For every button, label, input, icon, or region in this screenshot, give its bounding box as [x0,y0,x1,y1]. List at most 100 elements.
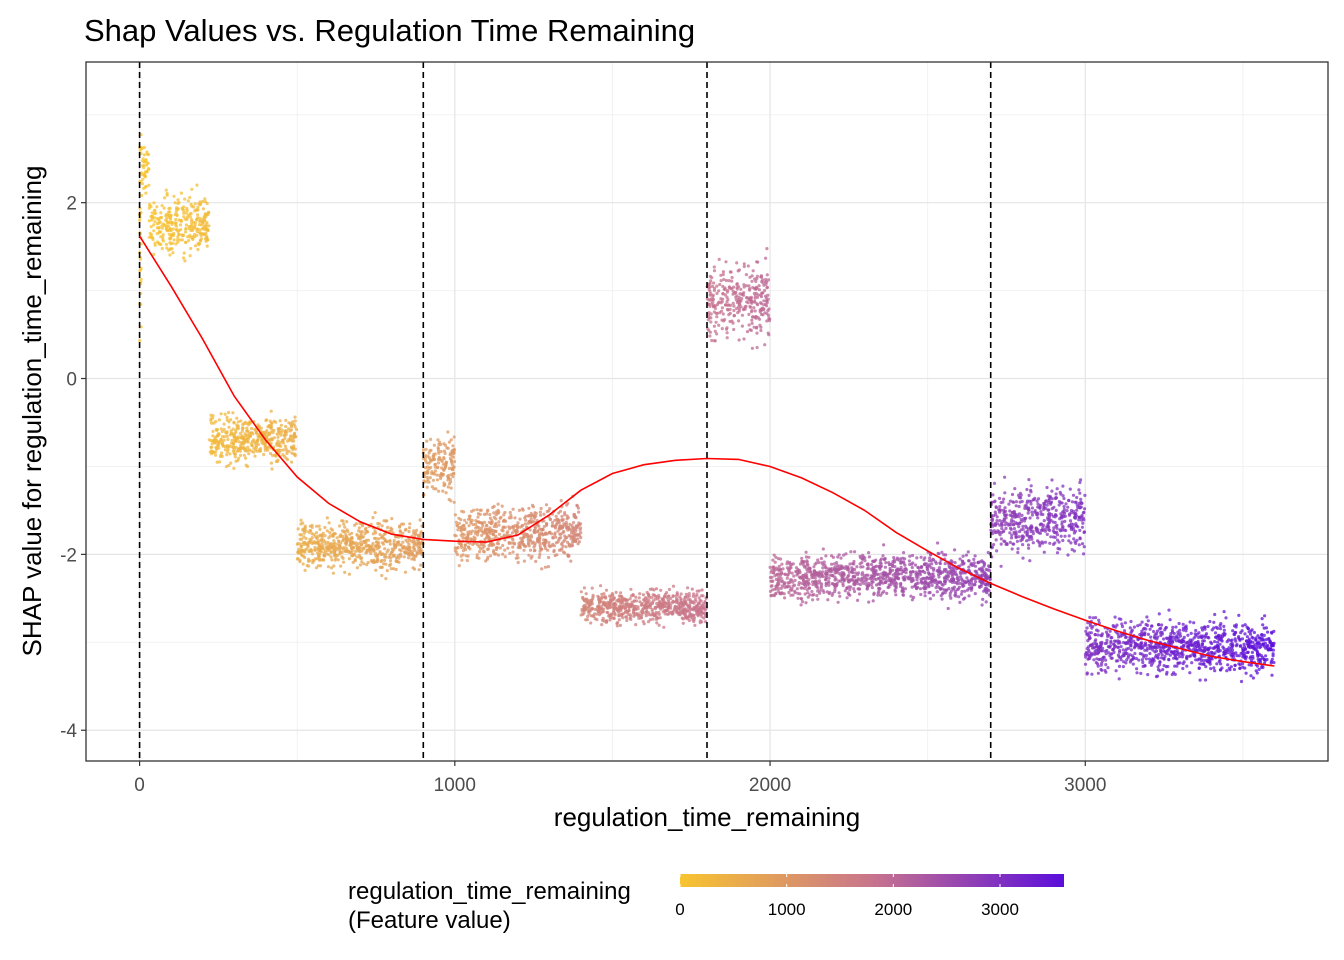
scatter-point [533,548,537,553]
scatter-point [878,582,882,587]
scatter-point [441,489,445,493]
scatter-point [717,323,721,327]
scatter-point [615,621,619,626]
scatter-point [420,549,424,553]
scatter-point [420,539,424,543]
scatter-point [211,450,215,454]
scatter-point [693,597,698,602]
scatter-point [769,594,773,598]
scatter-point [600,623,604,627]
scatter-point [661,610,665,614]
scatter-point [210,416,215,420]
scatter-point [775,584,779,588]
scatter-point [653,597,657,601]
scatter-point [870,580,874,584]
scatter-point [874,558,878,562]
scatter-point [449,499,453,503]
scatter-point [740,292,745,296]
scatter-point [835,563,839,568]
scatter-point [902,551,906,555]
scatter-point [342,547,346,551]
scatter-point [1050,507,1054,511]
scatter-point [1042,519,1046,523]
scatter-point [295,427,299,432]
scatter-point [623,607,628,611]
scatter-point [337,547,342,552]
scatter-point [573,539,578,543]
scatter-point [503,510,507,515]
scatter-point [818,575,822,579]
scatter-point [413,531,417,535]
scatter-point [558,524,562,528]
scatter-point [1069,541,1073,545]
scatter-point [497,520,501,524]
scatter-point [657,610,661,615]
scatter-point [190,222,194,226]
scatter-point [382,532,386,537]
scatter-point [302,531,306,535]
scatter-point [593,617,597,621]
scatter-point [443,451,447,456]
scatter-point [943,562,947,566]
scatter-point [937,575,941,579]
scatter-point [1020,513,1024,518]
scatter-point [196,247,200,252]
scatter-point [417,542,421,546]
scatter-point [927,582,931,586]
scatter-point [1054,513,1058,517]
scatter-point [435,473,439,477]
scatter-point [1029,484,1033,488]
scatter-point [919,555,923,559]
scatter-point [800,556,804,561]
scatter-point [502,518,506,522]
scatter-point [869,562,874,567]
scatter-point [388,563,392,568]
scatter-point [357,526,361,530]
scatter-point [347,550,351,554]
scatter-point [210,421,214,425]
scatter-point [1014,504,1018,508]
scatter-point [1075,508,1079,512]
scatter-point [160,204,164,208]
scatter-point [737,268,742,272]
scatter-point [179,219,183,223]
scatter-point [471,523,475,527]
scatter-point [836,555,840,559]
scatter-point [496,502,500,506]
scatter-point [452,451,456,455]
scatter-point [195,227,200,231]
scatter-point [201,207,205,211]
scatter-point [292,439,296,443]
scatter-point [141,177,145,181]
scatter-point [1035,499,1039,503]
scatter-point [715,284,719,288]
scatter-point [518,525,522,529]
scatter-point [945,588,949,592]
scatter-point [527,506,531,510]
scatter-point [341,556,345,560]
scatter-point [225,431,229,435]
scatter-point [981,597,985,602]
scatter-point [723,318,727,322]
scatter-point [1017,515,1021,519]
scatter-point [571,526,575,530]
scatter-point [452,500,456,504]
scatter-point [982,564,986,568]
scatter-point [918,587,923,591]
scatter-point [1079,478,1083,482]
scatter-point [805,559,809,563]
scatter-point [849,550,853,554]
scatter-point [392,539,396,543]
scatter-point [377,537,381,541]
scatter-point [599,584,603,588]
scatter-point [782,592,786,596]
scatter-point [199,239,203,243]
scatter-point [712,281,716,285]
scatter-point [530,513,534,517]
scatter-point [690,587,694,591]
scatter-point [407,526,412,530]
scatter-point [494,517,498,521]
scatter-point [334,556,338,560]
scatter-point [772,594,777,598]
scatter-point [138,257,143,261]
